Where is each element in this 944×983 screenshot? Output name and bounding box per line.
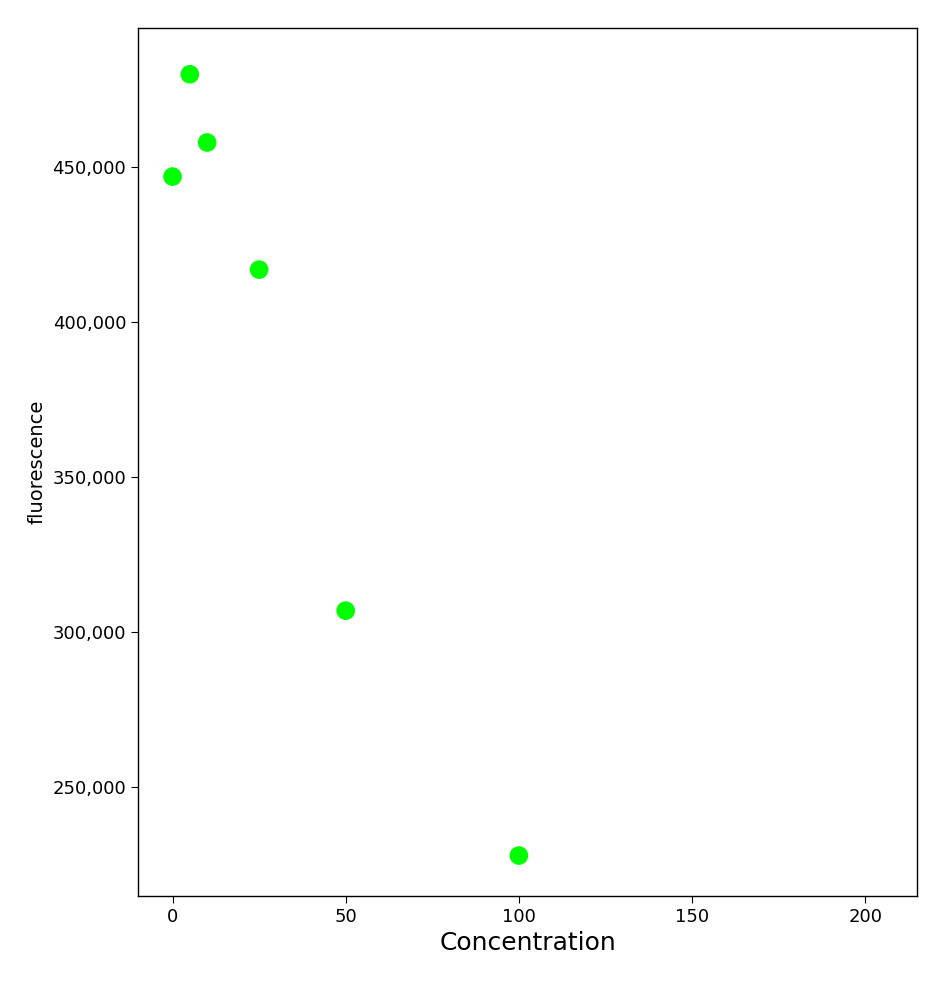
- Point: [338, 603, 353, 618]
- Point: [251, 261, 266, 277]
- Point: [182, 67, 197, 83]
- Point: [511, 847, 526, 863]
- Y-axis label: fluorescence: fluorescence: [27, 400, 47, 524]
- X-axis label: Concentration: Concentration: [439, 931, 615, 955]
- Point: [165, 169, 180, 185]
- Point: [199, 135, 214, 150]
